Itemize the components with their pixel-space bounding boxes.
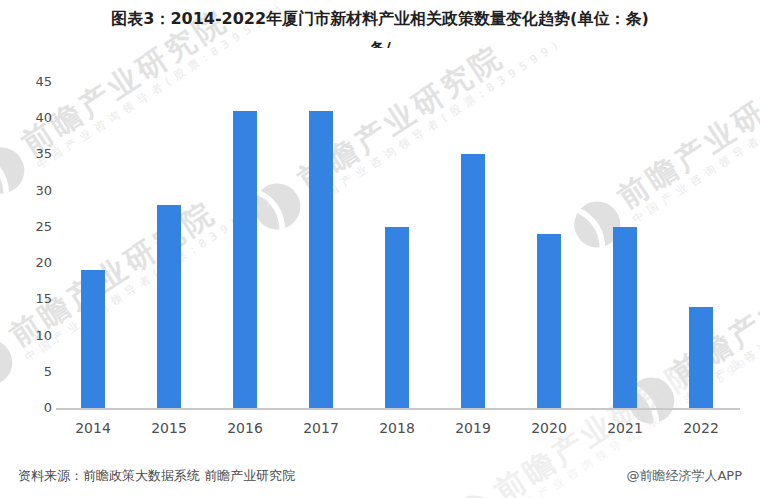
y-axis-tick-label: 10: [20, 328, 52, 344]
y-axis-tick-label: 30: [20, 183, 52, 199]
y-axis-tick-label: 15: [20, 291, 52, 307]
bar-2022: [689, 307, 713, 408]
bar-2018: [385, 227, 409, 408]
x-axis-tick-label: 2022: [671, 420, 731, 436]
y-axis-tick-label: 40: [20, 110, 52, 126]
bar-2017: [309, 111, 333, 408]
plot-area: 0 5 10 15 20 25 30 35 40 45 2014 2015 2016 2017 2018 20…: [0, 0, 760, 498]
clipped-subtitle: 条/: [0, 37, 760, 48]
x-axis-tick-label: 2021: [595, 420, 655, 436]
x-axis-line: [56, 408, 740, 410]
y-axis-tick-label: 20: [20, 255, 52, 271]
bar-2020: [537, 234, 561, 408]
bar-2014: [81, 270, 105, 408]
x-axis-tick-label: 2019: [443, 420, 503, 436]
credit-note: @前瞻经济学人APP: [626, 467, 742, 485]
bar-2016: [233, 111, 257, 408]
y-axis-tick-label: 5: [20, 364, 52, 380]
clipped-subtitle-text: 条/: [369, 37, 391, 48]
bar-2015: [157, 205, 181, 408]
x-axis-tick-label: 2014: [63, 420, 123, 436]
x-axis-tick-label: 2017: [291, 420, 351, 436]
y-axis-tick-label: 45: [20, 74, 52, 90]
y-axis-tick-label: 35: [20, 146, 52, 162]
chart-canvas: 前瞻产业研究院中国产业咨询领导者(股票:839599)前瞻产业研究院中国产业咨询…: [0, 0, 760, 498]
chart-title: 图表3：2014-2022年厦门市新材料产业相关政策数量变化趋势(单位：条): [0, 9, 760, 30]
x-axis-tick-label: 2016: [215, 420, 275, 436]
y-axis-tick-label: 25: [20, 219, 52, 235]
y-axis-tick-label: 0: [20, 400, 52, 416]
x-axis-tick-label: 2018: [367, 420, 427, 436]
x-axis-tick-label: 2015: [139, 420, 199, 436]
bar-2021: [613, 227, 637, 408]
source-note: 资料来源：前瞻政策大数据系统 前瞻产业研究院: [18, 467, 295, 485]
x-axis-tick-label: 2020: [519, 420, 579, 436]
bar-2019: [461, 154, 485, 408]
